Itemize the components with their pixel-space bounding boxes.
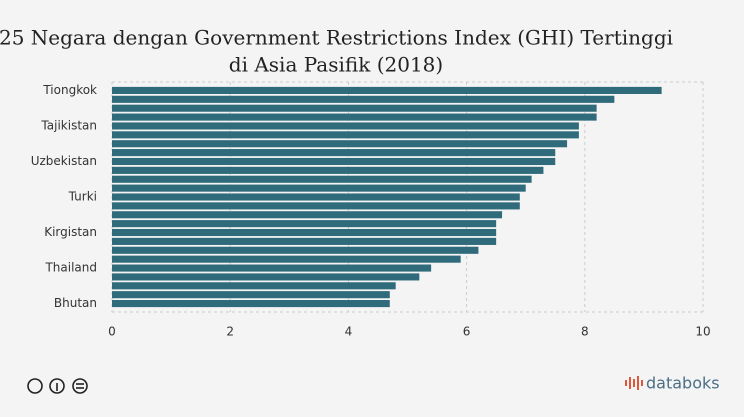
bar (112, 113, 597, 121)
bar (112, 104, 597, 112)
bar (112, 95, 615, 103)
y-tick-label: Turki (68, 190, 97, 204)
bar (112, 175, 532, 183)
x-tick-label: 2 (226, 325, 234, 339)
bar (112, 291, 390, 299)
bar (112, 282, 396, 290)
bar (112, 122, 579, 130)
y-tick-label: Bhutan (54, 296, 97, 310)
bar (112, 131, 579, 139)
x-tick-label: 6 (463, 325, 471, 339)
bar (112, 202, 520, 210)
x-tick-label: 0 (108, 325, 116, 339)
license-icons (27, 378, 88, 394)
y-tick-label: Uzbekistan (31, 154, 97, 168)
y-tick-label: Tiongkok (42, 83, 97, 97)
y-tick-label: Tajikistan (40, 118, 97, 132)
bar (112, 220, 497, 228)
y-tick-label: Thailand (44, 261, 97, 275)
bar (112, 237, 497, 245)
bar (112, 157, 556, 166)
bar (112, 264, 432, 272)
bar (112, 255, 461, 263)
brand-logo (625, 376, 643, 390)
chart-title: di Asia Pasifik (2018) (229, 53, 443, 77)
bar (112, 140, 568, 148)
x-tick-label: 8 (581, 325, 589, 339)
bar (112, 149, 556, 157)
x-tick-label: 4 (345, 325, 353, 339)
bar (112, 273, 420, 281)
brand: databoks (646, 374, 720, 393)
bar (112, 246, 479, 254)
bar (112, 211, 503, 219)
bar (112, 86, 662, 94)
bar (112, 184, 526, 192)
bar (112, 228, 497, 237)
bar (112, 300, 390, 308)
bar (112, 193, 520, 201)
bar (112, 166, 544, 174)
x-tick-label: 10 (695, 325, 710, 339)
chart-title: 25 Negara dengan Government Restrictions… (0, 26, 673, 50)
y-tick-label: Kirgistan (44, 225, 97, 239)
